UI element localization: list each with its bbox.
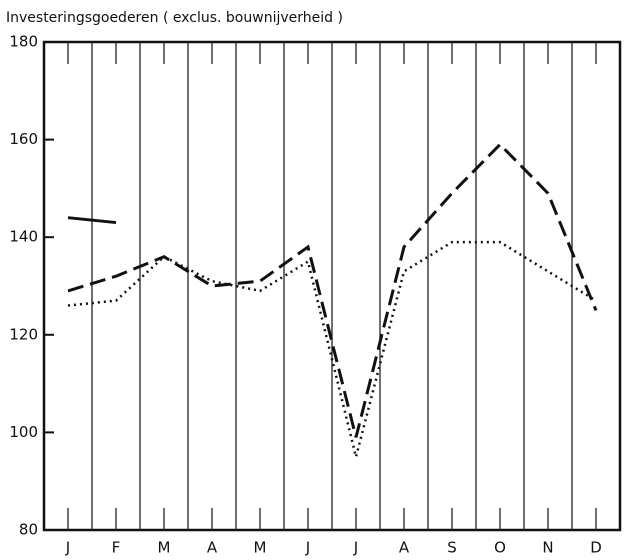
x-tick-label: O [494,539,506,557]
x-tick-label: A [399,539,410,557]
x-tick-label: J [353,539,358,557]
y-tick-label: 100 [9,423,38,441]
x-tick-label: J [305,539,310,557]
y-tick-label: 140 [9,228,38,246]
series-line [67,240,597,458]
y-tick-label: 180 [9,33,38,51]
y-tick-label: 120 [9,325,38,343]
x-tick-label: J [65,539,70,557]
x-tick-label: A [207,539,218,557]
x-tick-label: D [590,539,602,557]
x-tick-label: N [542,539,553,557]
x-tick-label: F [112,539,121,557]
x-tick-label: M [158,539,171,557]
x-tick-label: S [447,539,457,557]
x-tick-label: M [254,539,267,557]
series-line [67,216,117,225]
y-tick-label: 80 [19,521,38,539]
chart-title: Investeringsgoederen ( exclus. bouwnijve… [6,10,343,26]
series-line [67,142,598,438]
y-tick-label: 160 [9,130,38,148]
